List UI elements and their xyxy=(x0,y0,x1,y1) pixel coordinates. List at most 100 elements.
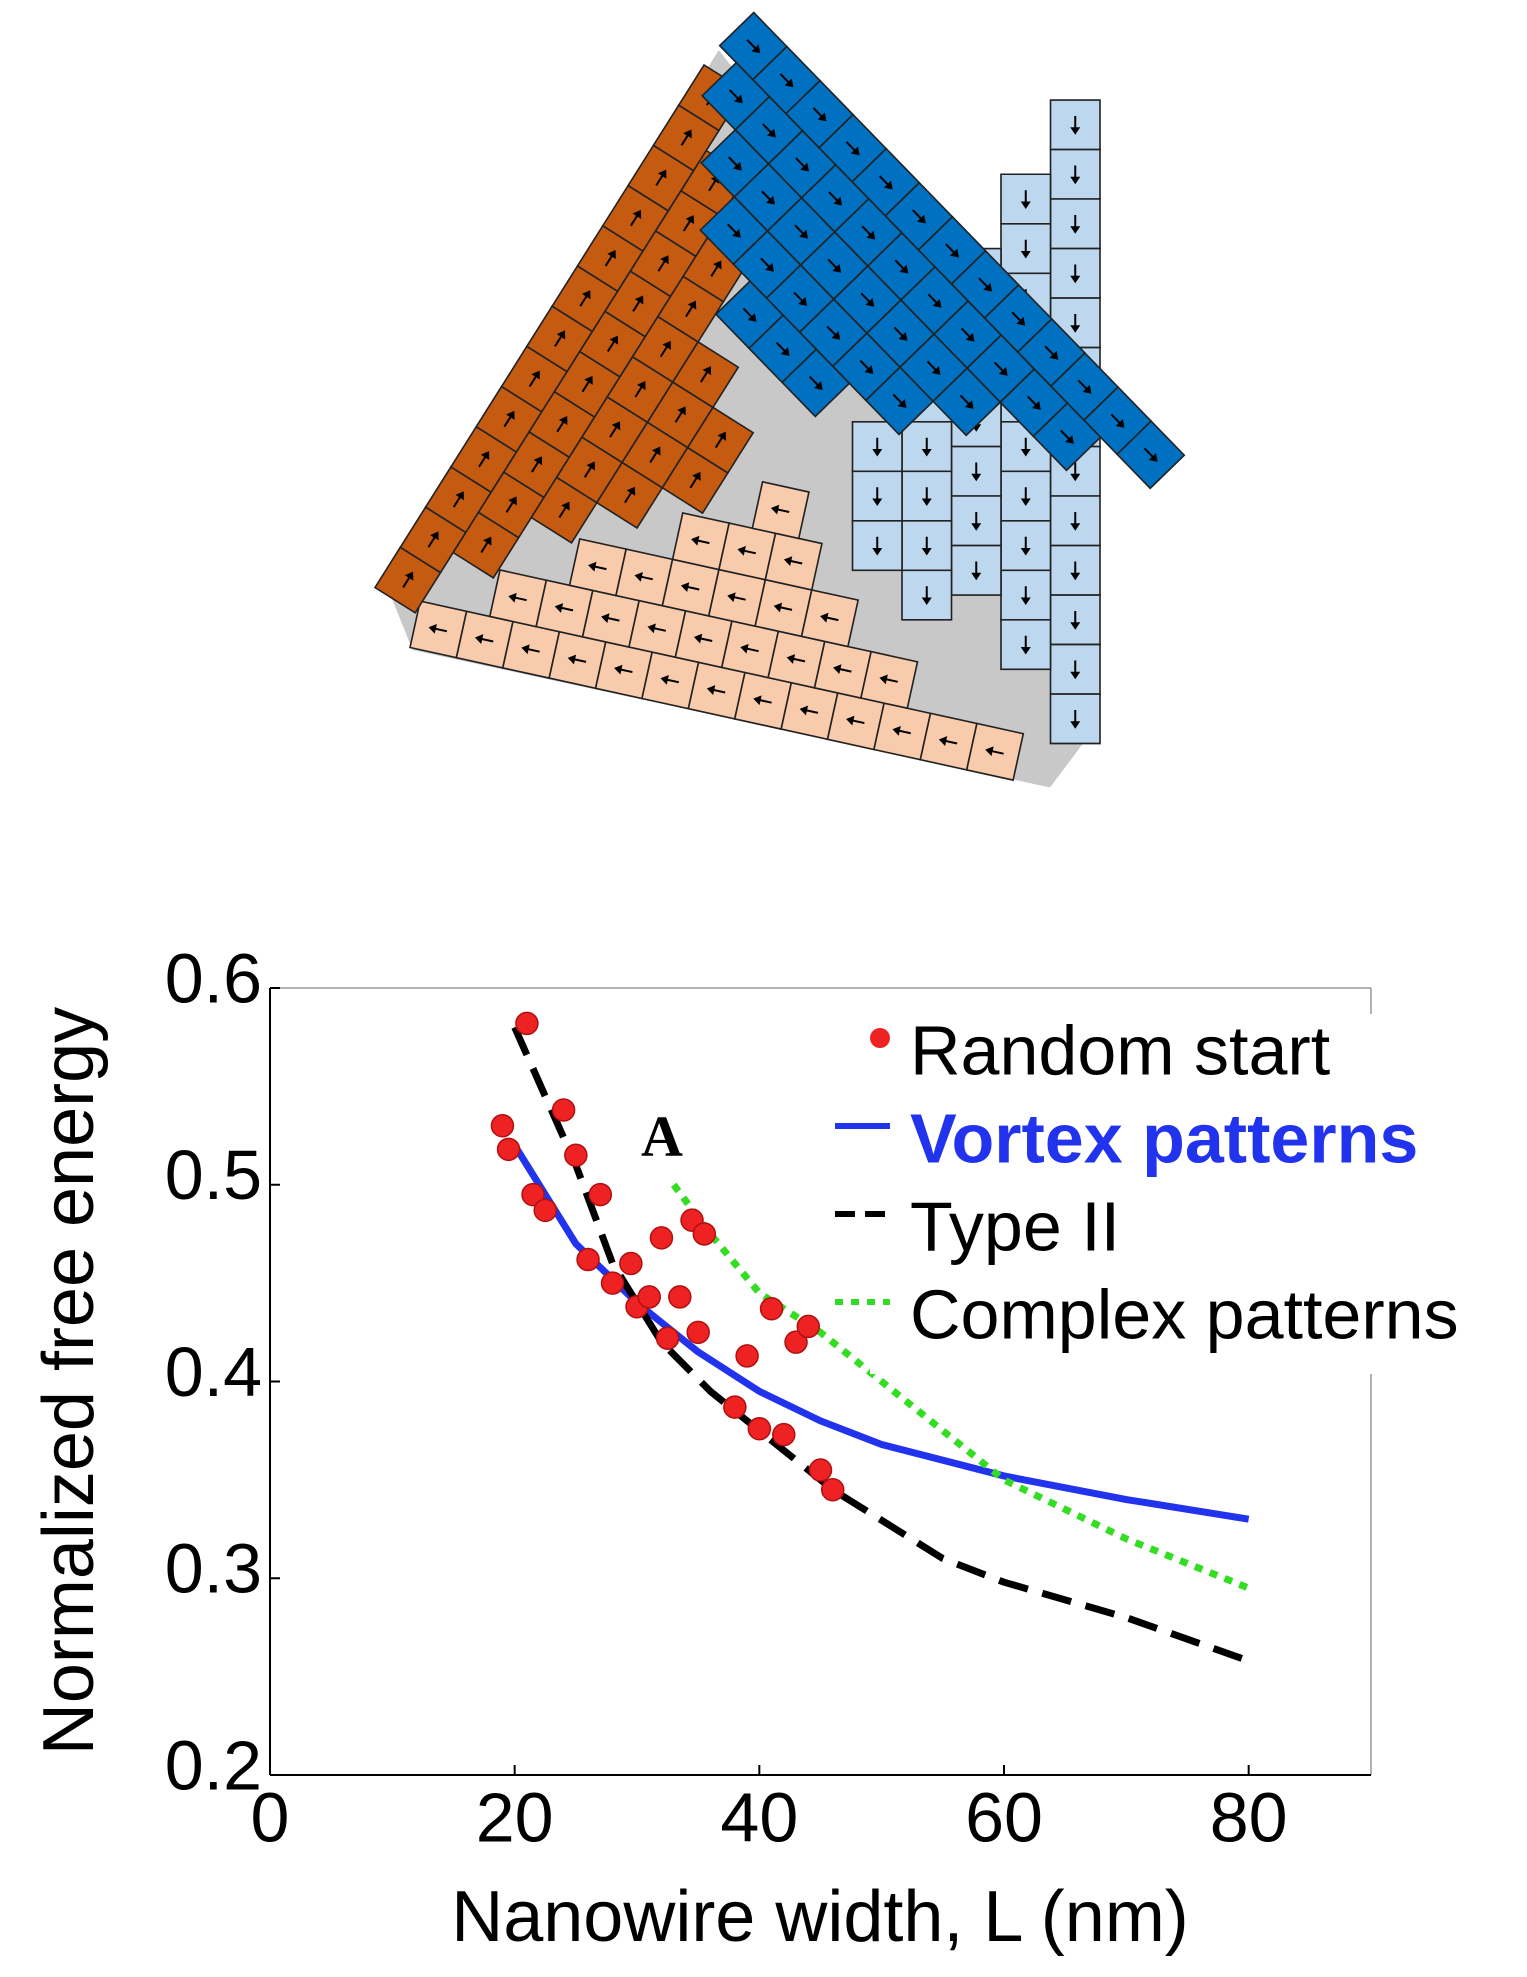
data-point xyxy=(588,1182,613,1207)
arrow-head xyxy=(899,264,909,274)
spin-arrow xyxy=(714,431,726,449)
spin-arrow xyxy=(912,209,926,224)
arrow-head xyxy=(798,296,808,306)
spin-arrow xyxy=(761,190,775,205)
arrow-head xyxy=(733,161,742,171)
annotation: A xyxy=(641,1103,683,1168)
spin-arrow xyxy=(452,491,464,508)
y-tick-label: 0.6 xyxy=(165,939,262,1017)
arrow-head xyxy=(833,196,843,206)
arrow-head xyxy=(800,162,809,172)
spin-arrow xyxy=(508,592,527,603)
spin-arrow xyxy=(659,340,671,358)
spin-arrow xyxy=(402,571,414,588)
arrow-head xyxy=(892,725,901,736)
spin-arrow xyxy=(680,129,692,146)
arrow-head xyxy=(692,471,701,481)
spin-arrow xyxy=(993,361,1008,376)
spin-arrow xyxy=(926,360,941,375)
arrow-head xyxy=(921,597,932,605)
spin-arrow xyxy=(779,73,794,88)
arrow-head xyxy=(786,654,796,664)
arrow-head xyxy=(799,705,809,716)
spin-arrow xyxy=(921,487,932,506)
spin-arrow xyxy=(762,123,776,138)
spin-arrow xyxy=(647,623,667,634)
spin-arrow xyxy=(474,634,494,644)
legend-background xyxy=(870,1014,1520,1374)
arrow-head xyxy=(677,406,686,416)
spin-arrow xyxy=(728,89,743,104)
arrow-head xyxy=(727,592,736,603)
spin-arrow xyxy=(753,695,772,706)
legend-label: Vortex patterns xyxy=(910,1099,1418,1177)
data-point xyxy=(692,1222,717,1246)
arrow-head xyxy=(1148,453,1158,462)
arrow-head xyxy=(866,230,876,240)
spin-arrow xyxy=(827,258,842,273)
arrow-head xyxy=(846,715,855,726)
spin-arrow xyxy=(558,501,570,519)
arrow-head xyxy=(647,623,656,634)
spin-arrow xyxy=(700,366,712,383)
spin-arrow xyxy=(581,375,593,393)
data-point xyxy=(668,1285,692,1309)
arrow-head xyxy=(687,300,697,310)
spin-arrow xyxy=(634,571,654,582)
data-point xyxy=(637,1285,661,1309)
spin-arrow xyxy=(892,393,907,408)
data-point xyxy=(496,1137,521,1162)
arrow-head xyxy=(483,536,492,546)
domain-diagram xyxy=(373,11,1186,788)
arrow-head xyxy=(533,456,543,466)
legend-label: Type II xyxy=(910,1187,1120,1265)
y-tick-label: 0.4 xyxy=(165,1333,262,1411)
arrow-head xyxy=(733,94,743,104)
spin-arrow xyxy=(583,461,595,478)
spin-arrow xyxy=(786,654,806,664)
spin-arrow xyxy=(680,582,700,592)
data-point xyxy=(772,1422,796,1447)
spin-arrow xyxy=(770,504,790,515)
arrow-head xyxy=(1070,671,1081,680)
spin-arrow xyxy=(427,531,439,548)
spin-arrow xyxy=(531,456,543,473)
arrow-head xyxy=(950,248,959,258)
arrow-head xyxy=(921,449,932,457)
arrow-head xyxy=(983,282,993,292)
y-axis-title: Normalized free energy xyxy=(29,1007,109,1755)
arrow-head xyxy=(634,571,643,582)
arrow-head xyxy=(931,366,941,375)
arrow-head xyxy=(765,262,774,272)
data-point xyxy=(723,1395,747,1419)
arrow-head xyxy=(751,44,761,54)
spin-arrow xyxy=(799,705,819,716)
arrow-head xyxy=(1082,384,1092,394)
spin-arrow xyxy=(1143,447,1158,462)
spin-arrow xyxy=(682,215,694,232)
spin-arrow xyxy=(971,561,982,581)
arrow-head xyxy=(611,421,621,431)
arrow-head xyxy=(1070,275,1081,284)
arrow-head xyxy=(897,399,907,408)
arrow-head xyxy=(637,381,646,391)
arrow-head xyxy=(1020,646,1031,655)
spin-arrow xyxy=(872,487,883,506)
legend-marker xyxy=(870,1028,890,1048)
arrow-head xyxy=(508,496,517,506)
arrow-head xyxy=(626,486,636,496)
spin-arrow xyxy=(693,633,713,644)
arrow-head xyxy=(971,473,982,482)
spin-arrow xyxy=(959,394,974,409)
arrow-head xyxy=(820,612,829,623)
arrow-head xyxy=(717,431,726,441)
arrow-head xyxy=(662,340,671,350)
arrow-head xyxy=(609,335,619,345)
spin-arrow xyxy=(554,603,574,613)
arrow-head xyxy=(554,603,564,613)
arrow-head xyxy=(691,535,700,546)
spin-arrow xyxy=(478,451,490,468)
arrow-head xyxy=(428,623,437,634)
arrow-head xyxy=(1070,226,1081,234)
